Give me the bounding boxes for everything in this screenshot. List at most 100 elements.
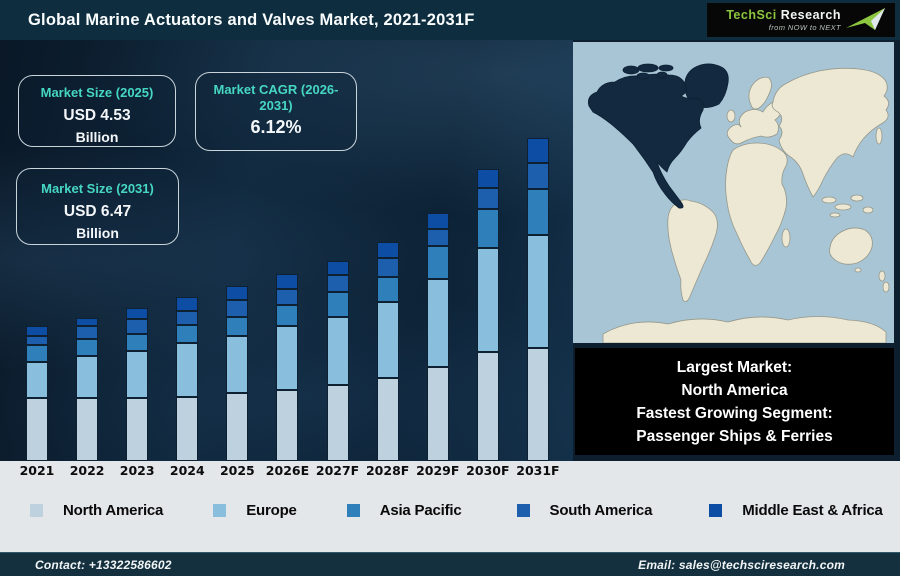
bar-segment <box>176 311 199 325</box>
bar-2024 <box>176 297 199 461</box>
bar-segment <box>376 277 399 302</box>
bar-segment <box>526 235 549 348</box>
axis-label: 2026E <box>265 463 310 478</box>
legend-label: North America <box>63 502 164 519</box>
axis-label: 2024 <box>169 463 205 478</box>
header-bar: Global Marine Actuators and Valves Marke… <box>0 0 900 40</box>
bar-segment <box>276 390 299 461</box>
stat-unit: Billion <box>75 129 119 145</box>
legend-item: North America <box>30 502 163 519</box>
bar-segment <box>26 326 48 336</box>
bar-segment <box>176 325 199 343</box>
bar-segment <box>176 397 199 461</box>
bar-segment <box>26 398 48 461</box>
bar-segment <box>276 274 299 289</box>
bar-segment <box>426 367 449 461</box>
region-south-america <box>667 199 718 302</box>
bar-segment <box>376 378 399 461</box>
bar-segment <box>476 188 499 209</box>
stat-unit: Billion <box>76 225 119 241</box>
bar-segment <box>76 326 99 339</box>
legend-swatch <box>516 504 530 517</box>
bar-2028F <box>376 242 399 461</box>
bar-segment <box>476 352 499 461</box>
region-australia <box>829 227 873 265</box>
bottom-strip: 2021 2022 2023 2024 2025 2026E 2027F 2028F 2029F… <box>0 461 900 552</box>
legend-label: Middle East & Africa <box>742 502 883 519</box>
legend-label: Europe <box>246 502 297 519</box>
bar-segment <box>426 246 449 279</box>
bar-segment <box>526 189 549 235</box>
bar-segment <box>526 138 549 163</box>
axis-label: 2022 <box>69 463 105 478</box>
bar-segment <box>476 209 499 248</box>
bar-segment <box>326 275 349 292</box>
bar-segment <box>326 385 349 461</box>
axis-label: 2025 <box>219 463 255 478</box>
legend-label: South America <box>549 502 653 519</box>
legend-item: South America <box>516 502 653 519</box>
bar-segment <box>76 356 99 398</box>
stat-label: Market CAGR (2026-2031) <box>213 82 339 113</box>
axis-label: 2030F <box>466 463 510 478</box>
map-panel: Largest Market: North America Fastest Grow… <box>573 40 900 461</box>
bar-segment <box>526 163 549 189</box>
bar-segment <box>76 318 99 326</box>
legend-item: Middle East & Africa <box>709 502 883 519</box>
legend-swatch <box>709 504 723 517</box>
stat-value: 6.12% <box>250 117 302 137</box>
bar-segment <box>126 334 149 351</box>
stat-label: Market Size (2025) <box>40 85 154 100</box>
page-title: Global Marine Actuators and Valves Marke… <box>28 10 475 29</box>
stat-label: Market Size (2031) <box>41 181 154 196</box>
bar-segment <box>426 229 449 246</box>
axis-label: 2031F <box>516 463 560 478</box>
legend-swatch <box>346 504 360 517</box>
bar-2021 <box>26 326 48 461</box>
bar-2026E <box>276 274 299 461</box>
bar-2029F <box>426 213 449 461</box>
bar-segment <box>126 319 149 334</box>
bar-2027F <box>326 261 349 461</box>
axis-label: 2028F <box>365 463 410 478</box>
bar-segment <box>326 261 349 275</box>
stat-box-market-cagr: Market CAGR (2026-2031) 6.12% <box>195 72 357 151</box>
callout-line: North America <box>681 381 788 399</box>
bar-2022 <box>76 318 99 461</box>
bar-segment <box>526 348 549 461</box>
bar-segment <box>226 317 249 336</box>
logo-tagline: from NOW to NEXT <box>768 22 841 32</box>
stat-box-market-size-2025: Market Size (2025) USD 4.53 Billion <box>18 75 176 147</box>
legend-label: Asia Pacific <box>379 502 462 519</box>
bar-segment <box>126 398 149 461</box>
stat-box-market-size-2031: Market Size (2031) USD 6.47 Billion <box>16 168 179 245</box>
callout-line: Fastest Growing Segment: <box>636 404 833 422</box>
bar-segment <box>326 317 349 385</box>
contact-phone: Contact: +13322586602 <box>35 557 172 572</box>
legend: North America Europe Asia Pacific South Ame… <box>0 502 900 519</box>
logo-brand-secondary: Research <box>780 8 841 22</box>
arrow-icon <box>846 8 885 30</box>
contact-email: Email: sales@techsciresearch.com <box>638 557 845 572</box>
bar-segment <box>176 343 199 397</box>
footer-bar: Contact: +13322586602 Email: sales@techs… <box>0 552 900 576</box>
region-north-america <box>587 73 704 209</box>
bar-segment <box>76 398 99 461</box>
bar-segment <box>126 308 149 319</box>
bar-segment <box>226 393 249 461</box>
axis-label: 2021 <box>19 463 55 478</box>
bar-segment <box>126 351 149 398</box>
axis-label: 2029F <box>416 463 460 478</box>
largest-market-callout: Largest Market: North America Fastest Grow… <box>575 348 894 455</box>
bar-segment <box>276 305 299 326</box>
logo-text: TechSci Research from NOW to NEXT <box>726 9 841 31</box>
bar-chart <box>26 40 549 461</box>
stat-value: USD 4.53 <box>63 107 131 124</box>
region-antarctica <box>602 316 887 343</box>
bar-2025 <box>226 286 249 461</box>
chart-panel: Market Size (2025) USD 4.53 Billion Mark… <box>0 40 573 461</box>
callout-line: Largest Market: <box>676 358 793 376</box>
bar-segment <box>176 297 199 311</box>
axis-label: 2023 <box>119 463 155 478</box>
